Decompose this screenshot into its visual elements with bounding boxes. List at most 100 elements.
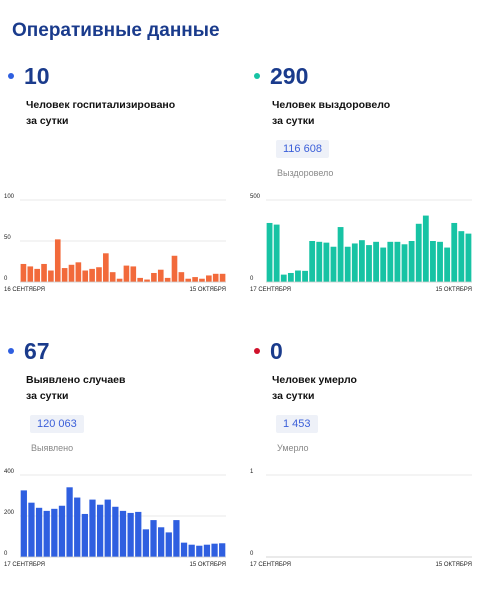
bar [451, 222, 458, 282]
bar [212, 273, 219, 282]
bar [41, 263, 47, 282]
bar [51, 508, 58, 557]
bar [61, 268, 68, 282]
y-tick-label: 0 [250, 551, 254, 557]
bar [119, 510, 127, 558]
y-tick-label: 1 [250, 469, 254, 475]
bar [173, 520, 180, 557]
bar [82, 270, 89, 282]
bar [89, 268, 95, 282]
bar [387, 241, 394, 282]
bar [422, 215, 429, 282]
bar [219, 273, 226, 282]
x-start-label: 17 СЕНТЯБРЯ [4, 562, 45, 568]
x-start-label: 16 СЕНТЯБРЯ [4, 287, 45, 293]
hospitalized-description: Человек госпитализировано за сутки [26, 99, 176, 127]
y-tick-label: 200 [4, 510, 15, 516]
cases-value: 67 [24, 338, 50, 364]
bar [109, 272, 116, 282]
x-end-label: 15 ОКТЯБРЯ [435, 287, 472, 293]
bar [196, 545, 203, 557]
bar [192, 277, 198, 282]
bar [158, 527, 165, 557]
bar [444, 247, 451, 282]
bar [66, 487, 73, 557]
bar [112, 506, 119, 557]
cases-total: 120 063 [30, 415, 84, 433]
bar [150, 520, 157, 557]
bar [116, 278, 123, 282]
bar [295, 270, 301, 282]
bar [103, 253, 109, 282]
y-tick-label: 400 [4, 469, 15, 475]
cases-total-label: Выявлено [31, 443, 74, 453]
cases-description: Выявлено случаев за сутки [26, 374, 126, 402]
bar [309, 241, 316, 282]
bar [144, 279, 150, 282]
deaths-description: Человек умерло за сутки [272, 374, 357, 402]
bar [330, 246, 337, 282]
bar [316, 241, 323, 282]
recovered-description: Человек выздоровело за сутки [272, 99, 391, 127]
bar [68, 264, 75, 282]
bar [430, 241, 436, 282]
bar [74, 497, 81, 557]
bar-chart-svg: 0 500 17 СЕНТЯБРЯ 15 ОКТЯБРЯ [250, 194, 472, 293]
bar [81, 513, 88, 557]
bar [127, 512, 134, 557]
bar [54, 239, 61, 282]
bar [401, 244, 408, 282]
bar [408, 241, 415, 282]
bar [458, 231, 465, 282]
bar [273, 224, 280, 282]
y-tick-label: 0 [4, 551, 8, 557]
bar [302, 270, 308, 282]
bar [219, 543, 226, 557]
recovered-value: 290 [270, 63, 309, 89]
deaths-chart: 0 1 17 СЕНТЯБРЯ 15 ОКТЯБРЯ [246, 463, 474, 575]
x-start-label: 17 СЕНТЯБРЯ [250, 287, 291, 293]
bar [266, 222, 273, 282]
bar [96, 267, 102, 282]
bar [142, 529, 150, 557]
deaths-total: 1 453 [276, 415, 318, 433]
bar [323, 242, 330, 282]
bar [35, 507, 43, 557]
bar [415, 223, 422, 282]
bar [34, 268, 40, 282]
x-end-label: 15 ОКТЯБРЯ [189, 562, 226, 568]
bar [358, 240, 365, 282]
bar [178, 272, 185, 282]
x-end-label: 15 ОКТЯБРЯ [189, 287, 226, 293]
bar [151, 272, 157, 282]
bar [89, 499, 96, 557]
bar [96, 504, 104, 557]
bar [344, 246, 351, 282]
bar-chart-svg: 0 200 400 17 СЕНТЯБРЯ 15 ОКТЯБРЯ [4, 469, 226, 568]
bar [211, 543, 218, 557]
y-tick-label: 0 [250, 276, 254, 282]
bar [180, 542, 188, 557]
bar [104, 499, 111, 557]
recovered-chart: 0 500 17 СЕНТЯБРЯ 15 ОКТЯБРЯ [246, 188, 474, 300]
bar [75, 262, 82, 282]
bar [28, 502, 35, 557]
bar [394, 241, 401, 282]
cases-chart: 0 200 400 17 СЕНТЯБРЯ 15 ОКТЯБРЯ [0, 463, 228, 575]
bar [280, 274, 287, 282]
bar [203, 544, 211, 557]
hospitalized-chart: 0 50 100 16 СЕНТЯБРЯ 15 ОКТЯБРЯ [0, 188, 228, 300]
bar [130, 266, 137, 282]
bar [164, 277, 171, 282]
bar [287, 272, 294, 282]
y-tick-label: 50 [4, 235, 11, 241]
recovered-total-label: Выздоровело [277, 168, 334, 178]
bar [351, 243, 358, 282]
bar [20, 263, 27, 282]
bar [437, 241, 443, 282]
bar [165, 532, 172, 557]
y-tick-label: 500 [250, 194, 261, 200]
bar [43, 510, 50, 558]
bar [465, 233, 472, 282]
bar [135, 511, 142, 557]
